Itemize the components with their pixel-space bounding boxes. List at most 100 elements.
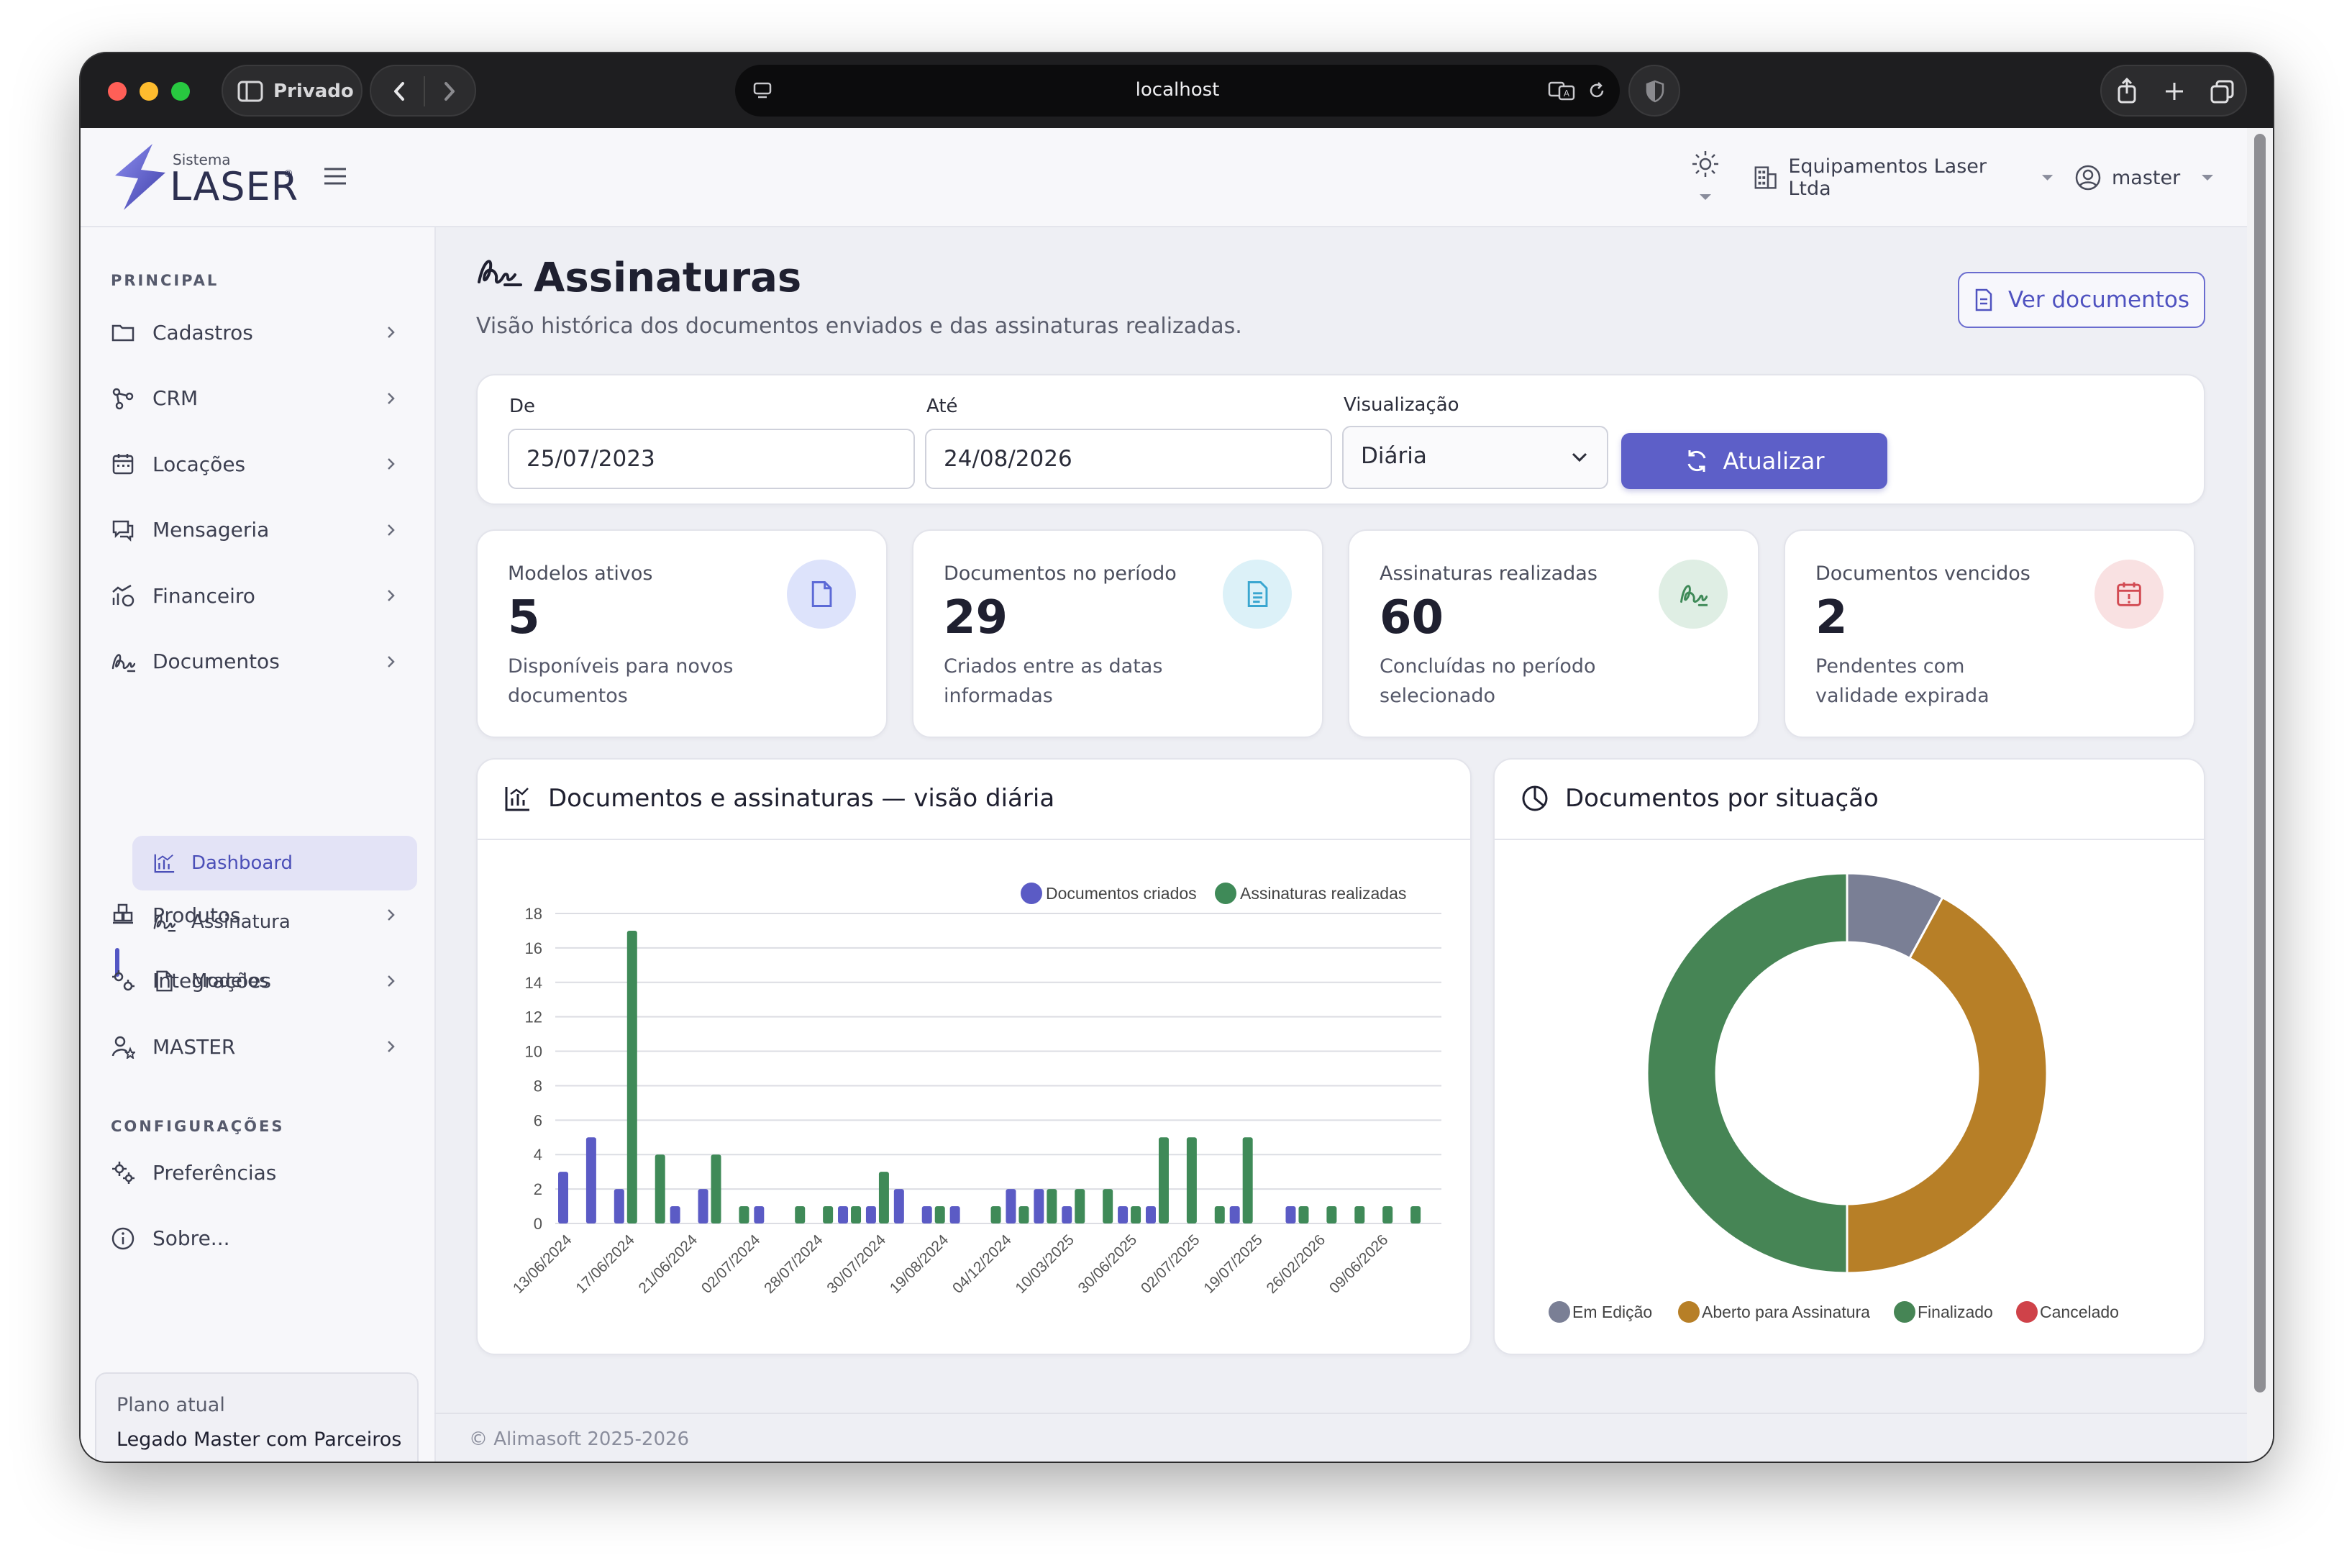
donut-chart: Em Edição Aberto para Assinatura Finalizad… [1549,872,2119,1323]
legend-label: Aberto para Assinatura [1702,1303,1870,1321]
donut-slice [1846,895,2048,1275]
refresh-label: Atualizar [1723,447,1825,475]
bar-assinaturas [711,1154,721,1223]
forward-arrow-icon[interactable] [439,81,459,102]
back-arrow-icon[interactable] [390,81,410,102]
new-tab-icon[interactable] [2164,81,2185,102]
registered-mark: ® [283,168,293,180]
translate-icon[interactable]: A [1548,81,1577,101]
x-tick-label: 02/07/2025 [1138,1231,1203,1297]
maximize-window-button[interactable] [171,82,190,101]
page-scrollbar[interactable] [2247,128,2273,1462]
sidebar-item-label: Financeiro [152,583,255,608]
sidebar-item-label: Integrações [152,969,271,993]
bar-assinaturas [878,1172,889,1223]
chevron-right-icon [388,655,395,667]
sidebar-item-label: Locações [152,452,246,476]
shield-pill[interactable] [1628,65,1680,117]
sidebar-subitem-label: Modelos [191,970,269,992]
x-tick-label: 30/07/2024 [824,1231,889,1297]
x-tick-label: 26/02/2026 [1264,1231,1329,1297]
chart-icon [154,854,175,873]
bar-documentos [865,1206,876,1223]
active-indicator [115,948,119,977]
sidebar-subitem-modelos[interactable]: Modelos [132,954,417,1008]
to-date-input[interactable]: 24/08/2026 [925,429,1332,489]
stat-value: 60 [1380,591,1444,644]
sidebar-item-loca-es[interactable]: Locações [111,444,406,484]
stat-description: Pendentes com validade expirada [1815,655,1989,707]
chevron-right-icon [388,458,395,470]
sidebar-item-crm[interactable]: CRM [111,378,406,419]
stat-card: Documentos no período 29 Criados entre as … [912,529,1323,738]
legend-marker [1894,1301,1915,1323]
sidebar-item-label: Produtos [152,903,241,927]
reload-icon[interactable] [1587,81,1607,101]
sidebar-item-produtos[interactable]: Produtos [111,895,406,935]
hamburger-menu-icon[interactable] [322,165,348,187]
bar-assinaturas [823,1206,834,1223]
refresh-icon [1687,450,1706,472]
bar-documentos [1229,1206,1240,1223]
private-mode-pill[interactable]: Privado [222,65,363,117]
sidebar-item-cadastros[interactable]: Cadastros [111,312,406,352]
bar-assinaturas [1186,1137,1197,1223]
crm-icon [112,388,134,409]
company-selector[interactable]: Equipamentos Laser Ltda [1752,155,2054,200]
view-documents-button[interactable]: Ver documentos [1958,272,2205,328]
sidebar-item-sobre[interactable]: Sobre... [111,1218,406,1259]
private-mode-label: Privado [273,81,354,102]
theme-toggle[interactable] [1687,150,1723,207]
refresh-button[interactable]: Atualizar [1621,433,1887,489]
y-tick-label: 10 [525,1043,542,1061]
address-bar[interactable]: localhost A [735,65,1620,117]
stat-title: Documentos vencidos [1815,562,2030,585]
bar-assinaturas [739,1206,749,1223]
donut-chart-header: Documentos por situação [1495,760,2204,840]
bar-chart-card: Documentos e assinaturas — visão diária … [476,758,1472,1355]
legend-marker [1021,883,1042,904]
brand-logo[interactable]: Sistema LASER ® [108,141,298,213]
y-tick-label: 18 [525,905,542,923]
user-name: master [2112,166,2181,189]
calendar-alert-icon [2117,582,2141,606]
bar-chart: 0 2 4 6 8 10 12 14 16 18 13/06/202417/06/202421/06… [510,883,1441,1297]
stat-title: Documentos no período [944,562,1177,585]
minimize-window-button[interactable] [140,82,158,101]
scrollbar-thumb[interactable] [2254,134,2266,1392]
signature-icon [153,914,176,932]
user-menu[interactable]: master [2074,160,2225,196]
signature-icon [111,653,135,672]
sidebar-subitem-assinatura[interactable]: Assinatura [132,895,417,949]
stat-icon-badge [1223,560,1292,629]
close-window-button[interactable] [108,82,127,101]
sidebar-item-label: Documentos [152,649,280,673]
main-content: Assinaturas Visão histórica dos document… [434,227,2247,1462]
bar-assinaturas [1410,1206,1421,1223]
sidebar-item-integra-es[interactable]: Integrações [111,961,406,1001]
legend-marker [1215,883,1236,904]
company-name: Equipamentos Laser Ltda [1788,155,1987,200]
sidebar-item-prefer-ncias[interactable]: Preferências [111,1152,406,1193]
sidebar-item-master[interactable]: MASTER [111,1026,406,1067]
bar-documentos [585,1137,596,1223]
signature-icon [1680,585,1708,606]
legend-label: Finalizado [1918,1303,1993,1321]
donut-chart-title: Documentos por situação [1565,784,1879,813]
user-star-icon [111,1036,135,1059]
from-date-input[interactable]: 25/07/2023 [508,429,915,489]
user-circle-icon [2075,165,2101,191]
tabs-overview-icon[interactable] [2210,79,2235,104]
view-select[interactable]: Diária [1342,426,1608,489]
brand-small-text: Sistema [173,151,231,168]
sidebar-item-financeiro[interactable]: Financeiro [111,575,406,616]
sidebar-item-documentos[interactable]: Documentos [111,642,406,682]
sidebar-subitem-dashboard[interactable]: Dashboard [132,836,417,890]
browser-window: Privado localhost A [81,53,2273,1462]
bar-documentos [614,1189,624,1223]
bar-documentos [558,1172,568,1223]
page-icon [753,82,772,99]
sidebar-item-mensageria[interactable]: Mensageria [111,510,406,550]
share-icon[interactable] [2115,76,2139,105]
bar-assinaturas [1242,1137,1253,1223]
